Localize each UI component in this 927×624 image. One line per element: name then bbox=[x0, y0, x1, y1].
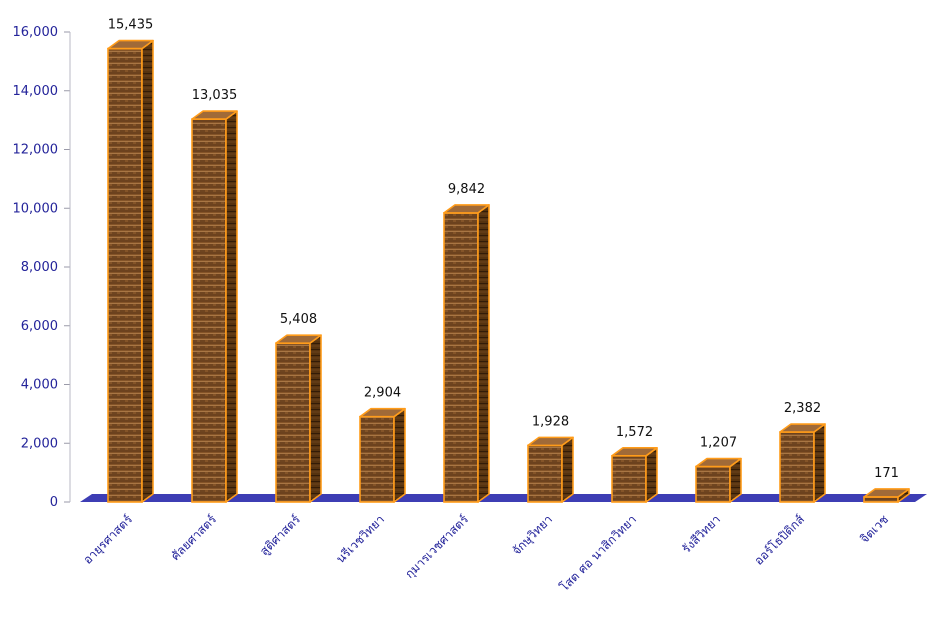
bar bbox=[191, 110, 238, 503]
bar-top-face bbox=[695, 457, 742, 468]
bar bbox=[275, 334, 322, 503]
data-label: 2,382 bbox=[784, 401, 821, 416]
bar-top-face bbox=[359, 407, 406, 418]
y-tick-label: 2,000 bbox=[21, 436, 58, 451]
y-tick-label: 12,000 bbox=[13, 143, 59, 158]
bar-top-face bbox=[275, 334, 322, 344]
bar-front-face bbox=[107, 47, 143, 503]
bar bbox=[695, 457, 742, 503]
data-label: 9,842 bbox=[448, 182, 485, 197]
data-label: 13,035 bbox=[192, 88, 238, 103]
bar bbox=[359, 407, 406, 503]
y-tick-label: 0 bbox=[50, 495, 58, 510]
bar-front-face bbox=[527, 444, 563, 503]
bar-top-face bbox=[863, 488, 910, 498]
data-label: 5,408 bbox=[280, 312, 317, 327]
data-labels: 15,435 13,035 5,408 2,904 9,842 1,928 1,572 1,2… bbox=[108, 18, 899, 481]
x-axis-labels: อายุรศาสตร์ ศัลยศาสตร์ สูติศาสตร์ นรีเวชวิท… bbox=[80, 512, 891, 594]
y-tick-label: 16,000 bbox=[13, 25, 59, 40]
bar-front-face bbox=[359, 415, 395, 503]
bar bbox=[779, 423, 826, 503]
category-label: โสต ศอ นาสิกวิทยา bbox=[557, 512, 639, 594]
category-label: รังสีวิทยา bbox=[679, 512, 723, 556]
bar bbox=[107, 39, 154, 503]
bar-front-face bbox=[275, 342, 311, 503]
data-label: 1,928 bbox=[532, 414, 569, 429]
bar-side-face bbox=[645, 447, 658, 503]
y-tick-label: 8,000 bbox=[21, 260, 58, 275]
category-label: ออร์โธปิดิกส์ bbox=[752, 512, 808, 568]
data-label: 1,207 bbox=[700, 436, 737, 451]
bar-side-face bbox=[477, 204, 490, 503]
bar-front-face bbox=[191, 118, 227, 503]
category-label: จักษุวิทยา bbox=[509, 512, 555, 558]
bar-top-face bbox=[443, 204, 490, 214]
data-label: 171 bbox=[874, 466, 899, 481]
category-label: อายุรศาสตร์ bbox=[80, 512, 136, 568]
category-label: กุมารเวชศาสตร์ bbox=[402, 512, 472, 582]
data-label: 1,572 bbox=[616, 425, 653, 440]
bar-side-face bbox=[393, 407, 406, 503]
bar-top-face bbox=[611, 447, 658, 457]
data-label: 2,904 bbox=[364, 386, 401, 401]
bar-front-face bbox=[443, 212, 479, 503]
bar-top-face bbox=[527, 436, 574, 447]
category-label: นรีเวชวิทยา bbox=[333, 512, 387, 566]
category-label: จิตเวช bbox=[857, 512, 891, 546]
y-tick-label: 10,000 bbox=[13, 201, 59, 216]
y-tick-label: 6,000 bbox=[21, 319, 58, 334]
y-tick-label: 14,000 bbox=[13, 84, 59, 99]
bar-top-face bbox=[107, 39, 154, 50]
bar-front-face bbox=[779, 431, 815, 503]
bar bbox=[863, 488, 910, 503]
bar-series bbox=[107, 39, 910, 503]
bar-front-face bbox=[695, 465, 731, 503]
category-label: ศัลยศาสตร์ bbox=[168, 512, 219, 563]
bar bbox=[527, 436, 574, 503]
y-tick-label: 4,000 bbox=[21, 378, 58, 393]
bar-side-face bbox=[561, 436, 574, 503]
bar-top-face bbox=[779, 423, 826, 433]
bar-side-face bbox=[225, 110, 238, 503]
bar-side-face bbox=[813, 423, 826, 503]
category-label: สูติศาสตร์ bbox=[257, 512, 304, 559]
bar-top-face bbox=[191, 110, 238, 120]
y-axis: 0 2,000 4,000 6,000 8,000 10,000 12,000 14,000 1… bbox=[13, 25, 71, 510]
bar-side-face bbox=[141, 39, 154, 503]
bar bbox=[443, 204, 490, 503]
bar-front-face bbox=[611, 455, 647, 503]
data-label: 15,435 bbox=[108, 18, 154, 33]
bar-side-face bbox=[309, 334, 322, 503]
bar bbox=[611, 447, 658, 503]
